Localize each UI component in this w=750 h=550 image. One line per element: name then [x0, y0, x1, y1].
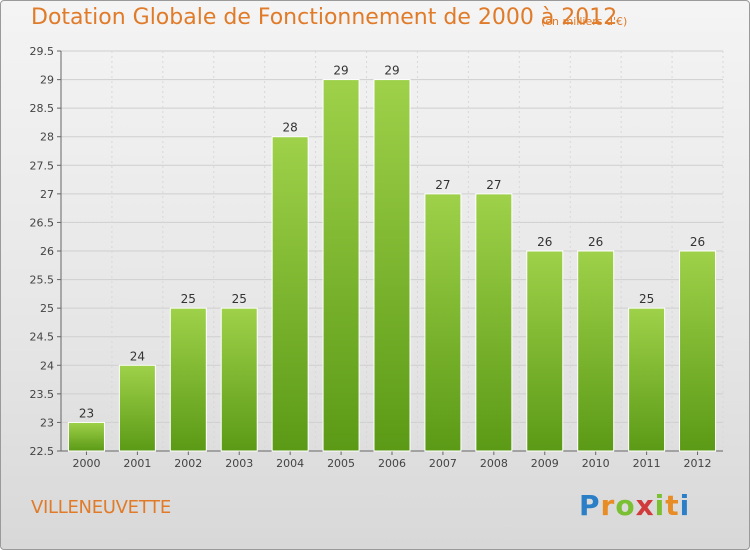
- data-label: 26: [588, 235, 603, 249]
- data-label: 29: [333, 64, 348, 78]
- data-label: 26: [537, 235, 552, 249]
- labels: 22.5 23 23.5 24 24.5 25 25.5 26 26.5 27 27.5 28 28.5…: [30, 45, 712, 470]
- data-label: 25: [232, 292, 247, 306]
- data-label: 27: [435, 178, 450, 192]
- x-tick-label: 2010: [582, 457, 610, 470]
- bar-2012: [679, 250, 717, 452]
- bar-2005: [322, 79, 360, 452]
- y-tick-label: 29: [40, 74, 54, 87]
- data-label: 25: [639, 292, 654, 306]
- x-tick-label: 2003: [225, 457, 253, 470]
- data-label: 26: [690, 235, 705, 249]
- y-tick-label: 24.5: [30, 331, 55, 344]
- y-tick-label: 29.5: [30, 45, 55, 58]
- y-tick-label: 25.5: [30, 274, 55, 287]
- bar-2004: [271, 136, 309, 452]
- y-tick-label: 28.5: [30, 102, 55, 115]
- y-tick-label: 22.5: [30, 445, 55, 458]
- y-tick-label: 25: [40, 302, 54, 315]
- bar-2009: [526, 250, 564, 452]
- x-tick-label: 2002: [174, 457, 202, 470]
- x-tick-label: 2008: [480, 457, 508, 470]
- data-label: 24: [130, 349, 145, 363]
- bar-2008: [475, 193, 513, 452]
- x-tick-label: 2009: [531, 457, 559, 470]
- bar-2006: [373, 79, 411, 452]
- x-tick-label: 2001: [123, 457, 151, 470]
- y-tick-label: 23: [40, 416, 54, 429]
- x-tick-label: 2004: [276, 457, 304, 470]
- chart-subtitle: (en milliers d'€): [541, 15, 628, 28]
- x-tick-label: 2011: [633, 457, 661, 470]
- proxiti-logo: Proxiti: [579, 489, 691, 522]
- bars: [67, 79, 717, 452]
- x-tick-label: 2005: [327, 457, 355, 470]
- bar-2007: [424, 193, 462, 452]
- city-name: VILLENEUVETTE: [31, 497, 171, 518]
- x-tick-label: 2006: [378, 457, 406, 470]
- bar-2000: [67, 421, 105, 452]
- x-tick-label: 2007: [429, 457, 457, 470]
- y-tick-label: 27.5: [30, 159, 55, 172]
- x-tick-label: 2012: [684, 457, 712, 470]
- bar-2003: [220, 307, 258, 452]
- data-label: 27: [486, 178, 501, 192]
- data-label: 23: [79, 406, 94, 420]
- y-tick-label: 26.5: [30, 216, 55, 229]
- bar-2010: [577, 250, 615, 452]
- y-tick-label: 23.5: [30, 388, 55, 401]
- y-tick-label: 27: [40, 188, 54, 201]
- data-label: 28: [283, 121, 298, 135]
- data-label: 25: [181, 292, 196, 306]
- bar-2002: [169, 307, 207, 452]
- data-label: 29: [384, 64, 399, 78]
- bar-2011: [628, 307, 666, 452]
- chart-title: Dotation Globale de Fonctionnement de 20…: [31, 5, 618, 30]
- y-tick-label: 26: [40, 245, 54, 258]
- x-tick-label: 2000: [72, 457, 100, 470]
- y-tick-label: 28: [40, 131, 54, 144]
- bar-2001: [118, 364, 156, 452]
- y-tick-label: 24: [40, 359, 54, 372]
